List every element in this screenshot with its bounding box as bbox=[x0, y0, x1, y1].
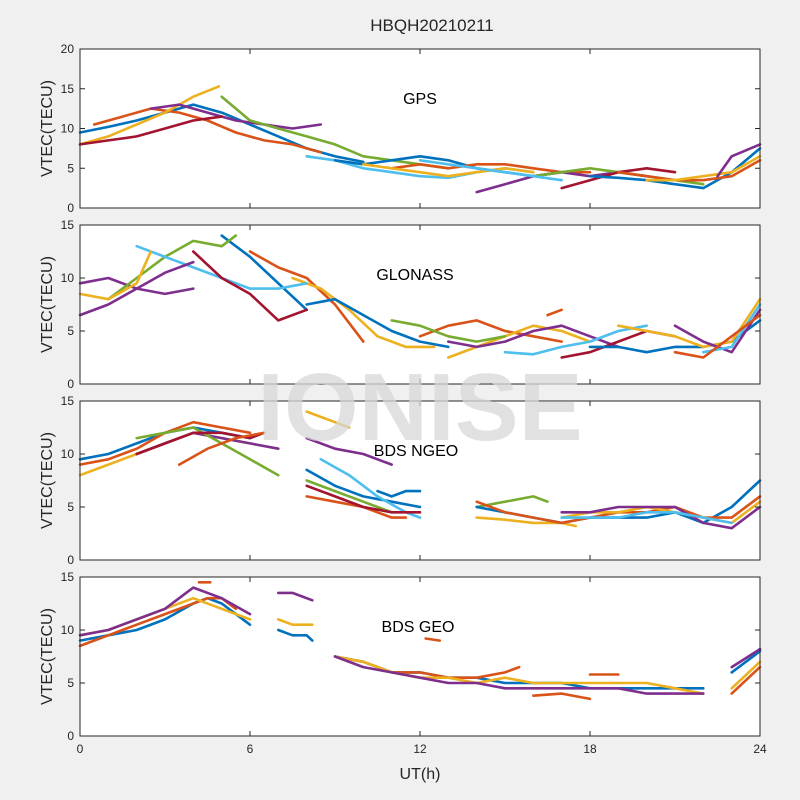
series-group bbox=[78, 234, 762, 359]
y-tick-label: 15 bbox=[61, 218, 75, 232]
plot-area bbox=[80, 577, 760, 736]
y-tick-label: 10 bbox=[61, 447, 75, 461]
x-tick-label: 12 bbox=[413, 742, 427, 756]
series-line bbox=[446, 324, 592, 359]
series-line bbox=[418, 159, 564, 182]
series-line bbox=[305, 468, 422, 509]
panel-label: BDS GEO bbox=[382, 619, 455, 636]
series-line bbox=[390, 163, 592, 174]
series-line bbox=[716, 143, 762, 178]
y-tick-label: 0 bbox=[67, 377, 74, 391]
y-axis-label: VTEC(TECU) bbox=[39, 80, 56, 177]
panel-3: 0 6 12 18 24 0 5 10 15 VTEC(TECU) BDS GEO bbox=[39, 570, 767, 756]
x-tick-label: 24 bbox=[753, 742, 767, 756]
panels: 0 5 10 15 20 VTEC(TECU) GPS 0 5 10 15 VTEC(TECU) GLO… bbox=[39, 42, 767, 756]
series-line bbox=[361, 163, 535, 178]
series-line bbox=[616, 297, 762, 349]
series-line bbox=[376, 489, 422, 498]
plot-area bbox=[80, 49, 760, 208]
y-axis-label: VTEC(TECU) bbox=[39, 432, 56, 529]
watermark: IONISE bbox=[257, 354, 582, 461]
panel-label: BDS NGEO bbox=[374, 443, 458, 460]
y-tick-label: 0 bbox=[67, 553, 74, 567]
x-tick-label: 6 bbox=[247, 742, 254, 756]
series-line bbox=[248, 250, 365, 343]
series-group bbox=[78, 85, 762, 194]
y-tick-label: 5 bbox=[67, 324, 74, 338]
x-tick-label: 18 bbox=[583, 742, 597, 756]
panel-2: 0 5 10 15 VTEC(TECU) BDS NGEO bbox=[39, 394, 762, 567]
series-line bbox=[305, 484, 422, 514]
series-line bbox=[276, 618, 314, 627]
series-line bbox=[291, 276, 436, 349]
series-line bbox=[78, 115, 223, 146]
y-tick-label: 5 bbox=[67, 161, 74, 175]
series-line bbox=[730, 665, 762, 695]
series-line bbox=[730, 660, 762, 690]
series-line bbox=[645, 155, 762, 182]
series-line bbox=[305, 436, 394, 466]
series-line bbox=[107, 234, 238, 301]
y-tick-label: 15 bbox=[61, 394, 75, 408]
series-line bbox=[78, 250, 153, 301]
series-line bbox=[276, 628, 314, 642]
series-line bbox=[446, 324, 620, 349]
series-line bbox=[503, 324, 649, 356]
series-line bbox=[418, 319, 564, 343]
series-line bbox=[92, 107, 323, 154]
series-line bbox=[319, 457, 422, 519]
series-line bbox=[135, 431, 266, 456]
series-line bbox=[333, 655, 705, 695]
panel-0: 0 5 10 15 20 VTEC(TECU) GPS bbox=[39, 42, 762, 215]
series-line bbox=[192, 250, 309, 322]
series-line bbox=[546, 308, 564, 317]
series-line bbox=[135, 426, 280, 477]
y-tick-label: 15 bbox=[61, 570, 75, 584]
series-line bbox=[305, 297, 450, 349]
x-axis-label: UT(h) bbox=[400, 766, 441, 783]
series-line bbox=[78, 586, 252, 637]
series-group bbox=[78, 580, 762, 701]
panel-1: 0 5 10 15 VTEC(TECU) GLONASS bbox=[39, 218, 762, 391]
series-line bbox=[730, 649, 762, 674]
y-tick-label: 10 bbox=[61, 122, 75, 136]
y-tick-label: 10 bbox=[61, 271, 75, 285]
series-line bbox=[475, 516, 578, 528]
series-group bbox=[78, 410, 762, 530]
series-line bbox=[560, 510, 734, 525]
y-tick-label: 5 bbox=[67, 676, 74, 690]
y-tick-label: 20 bbox=[61, 42, 75, 56]
y-tick-label: 0 bbox=[67, 201, 74, 215]
series-line bbox=[390, 319, 507, 343]
series-line bbox=[305, 410, 351, 429]
series-line bbox=[424, 637, 442, 642]
series-line bbox=[305, 479, 394, 514]
series-line bbox=[531, 692, 592, 701]
series-line bbox=[149, 103, 323, 130]
x-tick-label: 0 bbox=[77, 742, 84, 756]
series-line bbox=[220, 95, 450, 170]
figure-title: HBQH20210211 bbox=[370, 16, 494, 35]
series-line bbox=[78, 85, 221, 146]
panel-label: GLONASS bbox=[376, 267, 453, 284]
panel-label: GPS bbox=[403, 91, 437, 108]
y-tick-label: 15 bbox=[61, 82, 75, 96]
y-axis-label: VTEC(TECU) bbox=[39, 256, 56, 353]
series-line bbox=[177, 431, 266, 466]
y-tick-label: 0 bbox=[67, 729, 74, 743]
y-tick-label: 10 bbox=[61, 623, 75, 637]
series-line bbox=[276, 591, 314, 602]
series-line bbox=[78, 260, 195, 317]
series-line bbox=[220, 234, 309, 312]
series-line bbox=[730, 647, 762, 669]
series-line bbox=[673, 313, 762, 359]
y-tick-label: 5 bbox=[67, 500, 74, 514]
series-line bbox=[560, 505, 762, 530]
series-line bbox=[475, 495, 549, 509]
series-line bbox=[616, 159, 762, 182]
y-axis-label: VTEC(TECU) bbox=[39, 608, 56, 705]
